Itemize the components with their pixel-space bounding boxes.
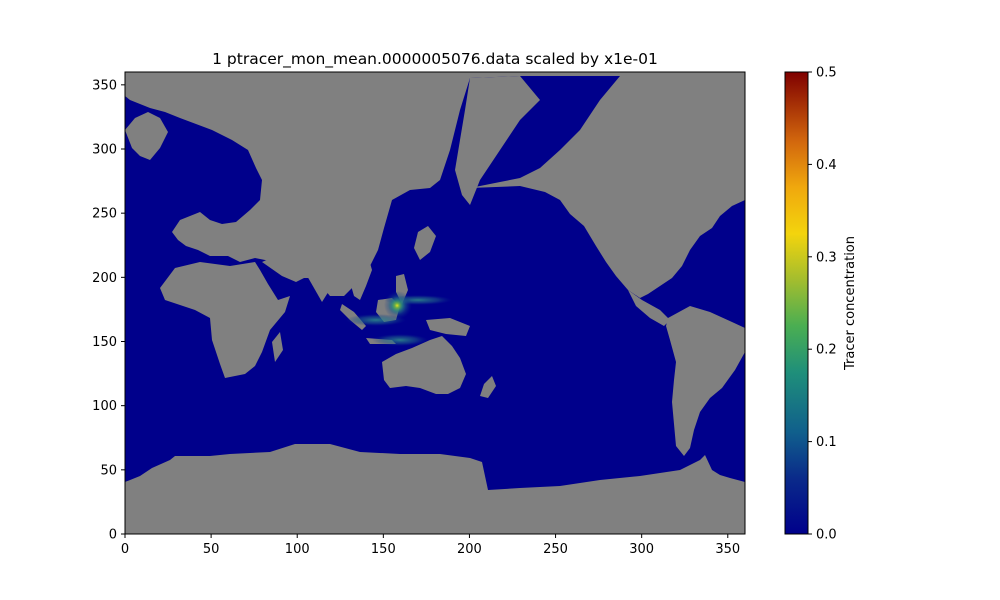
x-tick-label: 350 (715, 542, 740, 557)
x-tick-label: 0 (121, 542, 129, 557)
land-central-america (628, 290, 670, 326)
land-india (300, 256, 340, 302)
land-africa (160, 262, 290, 378)
x-tick-label: 150 (371, 542, 396, 557)
colorbar-tick-label: 0.2 (816, 343, 837, 358)
land-eurasia (125, 72, 745, 296)
land-antarctica (125, 444, 745, 534)
y-tick-label: 200 (92, 271, 117, 286)
colorbar-tick-label: 0.3 (816, 250, 837, 265)
land-ne-asia (455, 76, 540, 205)
chart-title: 1 ptracer_mon_mean.0000005076.data scale… (212, 50, 658, 69)
x-tick-label: 50 (203, 542, 220, 557)
land-madagascar (272, 332, 283, 362)
x-tick-label: 300 (629, 542, 654, 557)
y-tick-label: 350 (92, 78, 117, 93)
x-axis: 0 50 100 150 200 250 300 350 (121, 534, 740, 557)
y-tick-label: 150 (92, 335, 117, 350)
colorbar-tick-label: 0.5 (816, 66, 837, 81)
tracer-plume (346, 291, 452, 346)
y-tick-label: 0 (109, 528, 117, 543)
x-tick-label: 100 (285, 542, 310, 557)
x-tick-label: 200 (457, 542, 482, 557)
land-south-america (666, 306, 745, 456)
tracer-hotspot (388, 296, 407, 315)
land-north-america (470, 76, 745, 298)
y-axis: 0 50 100 150 200 250 300 350 (92, 78, 125, 543)
colorbar: 0.0 0.1 0.2 0.3 0.4 0.5 Tracer concentration (784, 66, 858, 543)
x-tick-label: 250 (543, 542, 568, 557)
land-new-guinea (426, 318, 470, 336)
colorbar-ticks: 0.0 0.1 0.2 0.3 0.4 0.5 (808, 66, 837, 543)
colorbar-tick-label: 0.4 (816, 158, 837, 173)
y-tick-label: 300 (92, 143, 117, 158)
y-tick-label: 100 (92, 399, 117, 414)
plot-area (125, 72, 745, 534)
y-tick-label: 50 (100, 463, 117, 478)
colorbar-tick-label: 0.0 (816, 528, 837, 543)
land-se-asia (340, 256, 372, 300)
plume-south (372, 334, 428, 346)
colorbar-gradient (784, 71, 809, 535)
colorbar-tick-label: 0.1 (816, 435, 837, 450)
colorbar-label: Tracer concentration (843, 236, 858, 371)
land-new-zealand (480, 376, 496, 398)
y-tick-label: 250 (92, 207, 117, 222)
land-scandinavia (125, 112, 168, 160)
axes-frame (124, 71, 746, 535)
land-japan (414, 226, 436, 260)
land-australia (382, 336, 466, 394)
land-greenland (130, 72, 180, 100)
land-arabia (262, 254, 308, 282)
